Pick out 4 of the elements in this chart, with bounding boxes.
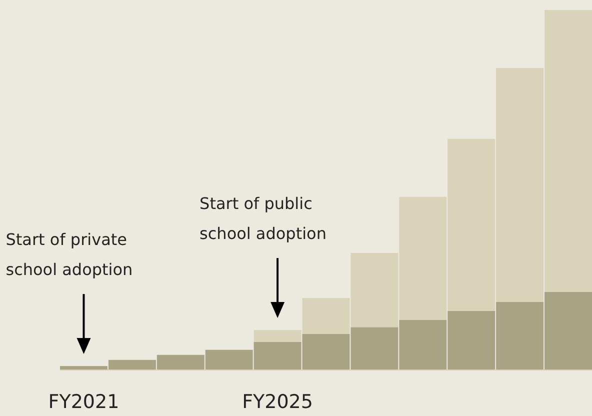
x-tick-label: FY2025 bbox=[242, 391, 313, 413]
annotation: Start of public school adoption bbox=[200, 194, 326, 244]
x-tick-label: FY2021 bbox=[48, 391, 120, 413]
annotation: Start of private school adoption bbox=[6, 230, 133, 280]
